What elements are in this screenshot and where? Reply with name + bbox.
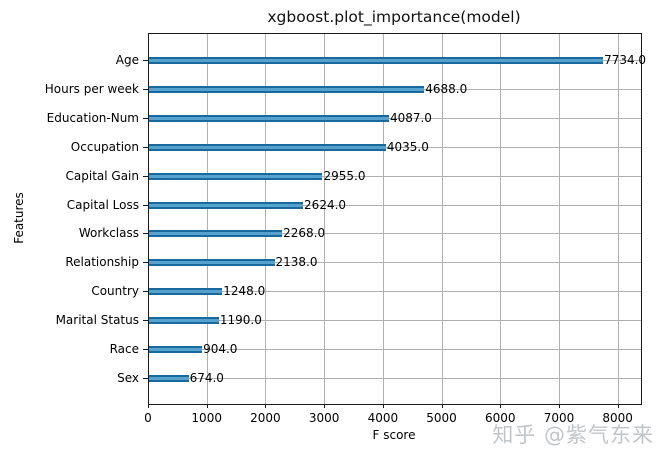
bar	[149, 201, 304, 209]
bar-value-label: 2138.0	[275, 255, 318, 270]
bar-value-label: 2955.0	[323, 168, 366, 183]
x-tick	[617, 404, 619, 408]
y-tick	[143, 88, 148, 90]
y-tick	[143, 320, 148, 322]
chart-title: xgboost.plot_importance(model)	[267, 8, 521, 26]
gridline-v	[382, 34, 384, 404]
x-tick	[441, 404, 443, 408]
gridline-v	[441, 34, 443, 404]
gridline-h	[149, 233, 641, 235]
bar-value-label: 7734.0	[604, 53, 647, 67]
y-tick	[143, 262, 148, 264]
gridline-h	[149, 378, 641, 379]
bar	[149, 114, 389, 122]
gridline-v	[324, 34, 326, 404]
x-tick-label: 7000	[543, 411, 575, 425]
y-tick	[143, 60, 148, 61]
bar-value-label: 4688.0	[425, 81, 468, 96]
y-tick	[143, 117, 148, 119]
bar	[149, 317, 219, 325]
gridline-h	[149, 146, 641, 148]
x-tick-label: 4000	[367, 411, 399, 425]
gridline-h	[149, 175, 641, 177]
y-tick-label: Education-Num	[46, 110, 139, 125]
x-tick-label: 3000	[308, 411, 340, 425]
y-tick-label: Workclass	[78, 226, 139, 241]
x-tick-label: 1000	[191, 411, 222, 425]
bar	[149, 259, 275, 267]
y-tick-label: Hours per week	[44, 81, 139, 96]
y-tick	[143, 349, 148, 351]
bar-value-label: 4035.0	[386, 139, 429, 154]
x-tick	[265, 404, 267, 408]
x-tick-label: 0	[144, 411, 152, 425]
y-tick	[143, 146, 148, 148]
watermark: 知乎 @紫气东来	[492, 423, 654, 447]
y-tick-label: Relationship	[65, 255, 139, 270]
bar-value-label: 674.0	[189, 371, 224, 385]
bar	[149, 143, 386, 151]
y-tick-label: Capital Loss	[66, 197, 139, 212]
bar-value-label: 2268.0	[283, 226, 326, 241]
bar	[149, 288, 223, 296]
y-tick-label: Marital Status	[55, 313, 139, 328]
gridline-v	[265, 34, 267, 404]
x-tick	[382, 404, 384, 408]
x-tick	[148, 404, 149, 408]
y-tick	[143, 291, 148, 293]
gridline-h	[149, 117, 641, 119]
gridline-v	[617, 34, 619, 404]
gridline-h	[149, 291, 641, 293]
bar-value-label: 1248.0	[223, 284, 266, 299]
y-tick-label: Country	[91, 284, 139, 299]
y-tick	[143, 233, 148, 235]
bar	[149, 85, 425, 93]
y-tick	[143, 378, 148, 379]
x-tick-label: 6000	[484, 411, 516, 425]
gridline-v	[558, 34, 560, 404]
bar-value-label: 904.0	[203, 342, 238, 357]
bar	[149, 375, 189, 382]
gridline-h	[149, 262, 641, 264]
bar	[149, 57, 604, 64]
y-tick-label: Sex	[117, 371, 139, 385]
x-tick	[206, 404, 208, 408]
bar	[149, 230, 283, 238]
x-tick-label: 5000	[426, 411, 457, 425]
y-tick-label: Occupation	[70, 139, 139, 154]
gridline-h	[149, 320, 641, 322]
x-axis-label: F score	[372, 428, 416, 442]
y-tick	[143, 204, 148, 206]
gridline-v	[206, 34, 208, 404]
gridline-v	[500, 34, 502, 404]
bar	[149, 346, 203, 354]
x-tick	[558, 404, 560, 408]
bar-value-label: 1190.0	[219, 313, 262, 328]
y-tick	[143, 175, 148, 177]
x-tick	[500, 404, 502, 408]
bar-value-label: 4087.0	[389, 110, 432, 125]
x-tick-label: 2000	[250, 411, 281, 425]
bar-value-label: 2624.0	[304, 197, 347, 212]
x-tick-label: 8000	[602, 411, 633, 425]
x-tick	[324, 404, 326, 408]
y-tick-label: Age	[115, 53, 139, 67]
y-tick-label: Capital Gain	[65, 168, 139, 183]
gridline-h	[149, 204, 641, 206]
y-tick-label: Race	[109, 342, 139, 357]
gridline-h	[149, 349, 641, 351]
bar	[149, 172, 323, 180]
